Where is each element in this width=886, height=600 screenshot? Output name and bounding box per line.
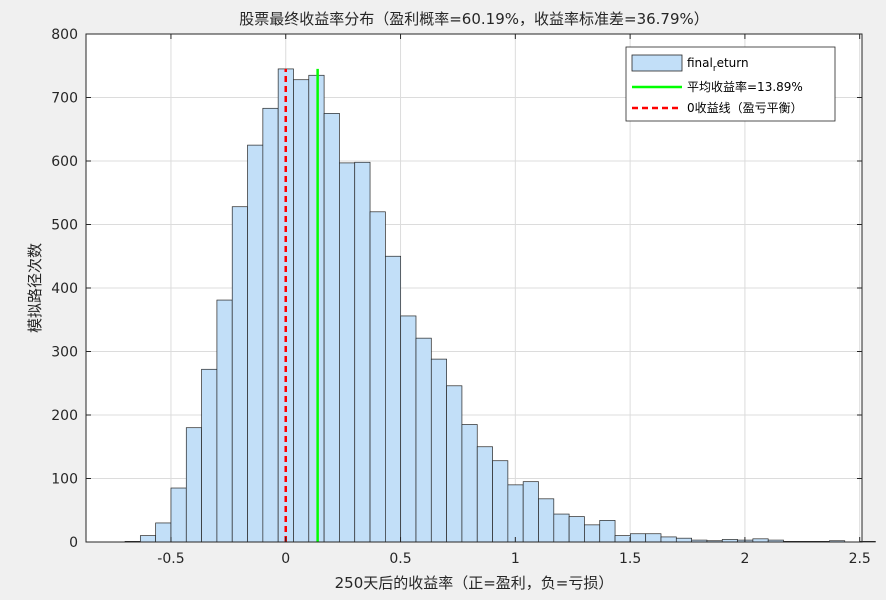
histogram-bar	[293, 79, 310, 543]
histogram-bar	[354, 161, 371, 543]
histogram-bar	[185, 427, 202, 543]
histogram-bar	[155, 522, 172, 543]
histogram-bar	[614, 535, 631, 543]
y-tick-label: 200	[51, 408, 78, 424]
histogram-bar	[201, 368, 218, 543]
histogram-bar	[568, 516, 585, 543]
y-tick-label: 700	[51, 91, 78, 107]
legend: finalreturn 平均收益率=13.89% 0收益线（盈亏平衡）	[625, 46, 836, 122]
y-axis-label: 模拟路径次数	[26, 243, 44, 333]
chart-title: 股票最终收益率分布（盈利概率=60.19%，收益率标准差=36.79%）	[239, 10, 709, 28]
histogram-bar	[369, 211, 386, 543]
histogram-bar	[538, 498, 555, 543]
histogram-bar	[660, 536, 677, 543]
histogram-bar	[339, 162, 356, 543]
x-axis-label: 250天后的收益率（正=盈利，负=亏损）	[335, 574, 614, 592]
histogram-bar	[262, 107, 279, 543]
histogram-bar	[430, 358, 447, 543]
histogram-bar	[415, 337, 432, 543]
histogram-bar	[139, 535, 157, 543]
y-tick-label: 0	[69, 535, 78, 551]
histogram-bar	[599, 520, 616, 543]
legend-label-zero-line: 0收益线（盈亏平衡）	[687, 101, 803, 115]
histogram-bar	[645, 533, 662, 543]
histogram-bar	[170, 487, 187, 543]
x-tick-label: 1	[511, 551, 520, 567]
y-tick-label: 100	[51, 472, 78, 488]
histogram-bar	[385, 255, 402, 543]
x-tick-label: 2.5	[849, 551, 871, 567]
histogram-bar	[216, 299, 233, 543]
legend-label-histogram-rest: eturn	[717, 56, 749, 70]
y-tick-label: 400	[51, 281, 78, 297]
histogram-bar	[446, 385, 463, 543]
y-tick-label: 500	[51, 218, 78, 234]
legend-label-histogram-sub: r	[713, 64, 717, 74]
legend-label-histogram-base: final	[687, 56, 713, 70]
histogram-bar	[323, 113, 340, 543]
x-tick-label: 2	[740, 551, 749, 567]
histogram-bar	[461, 424, 478, 543]
histogram-bar	[522, 481, 539, 543]
reference-lines	[284, 68, 319, 542]
axis-ticks: -0.5 0 0.5 1 1.5 2 2.5 0 100 200 300 400 500 600 700 80…	[51, 27, 871, 567]
histogram-bar	[476, 446, 493, 543]
x-tick-label: -0.5	[157, 551, 184, 567]
histogram-bar	[400, 315, 417, 543]
histogram-bar	[553, 513, 570, 543]
legend-swatch-histogram	[631, 54, 683, 72]
y-tick-label: 800	[51, 27, 78, 43]
legend-label-histogram: finalreturn	[687, 56, 749, 74]
legend-label-mean-line: 平均收益率=13.89%	[687, 79, 803, 94]
histogram-bar	[630, 533, 647, 543]
histogram-bar	[507, 484, 524, 543]
x-tick-label: 0	[281, 551, 290, 567]
histogram-bar	[492, 460, 509, 543]
y-tick-label: 300	[51, 345, 78, 361]
x-tick-label: 1.5	[619, 551, 641, 567]
histogram-bar	[247, 144, 264, 543]
histogram-bar	[675, 537, 692, 543]
histogram-bar	[231, 206, 248, 543]
y-tick-label: 600	[51, 154, 78, 170]
histogram-bar	[584, 524, 601, 543]
x-tick-label: 0.5	[389, 551, 411, 567]
